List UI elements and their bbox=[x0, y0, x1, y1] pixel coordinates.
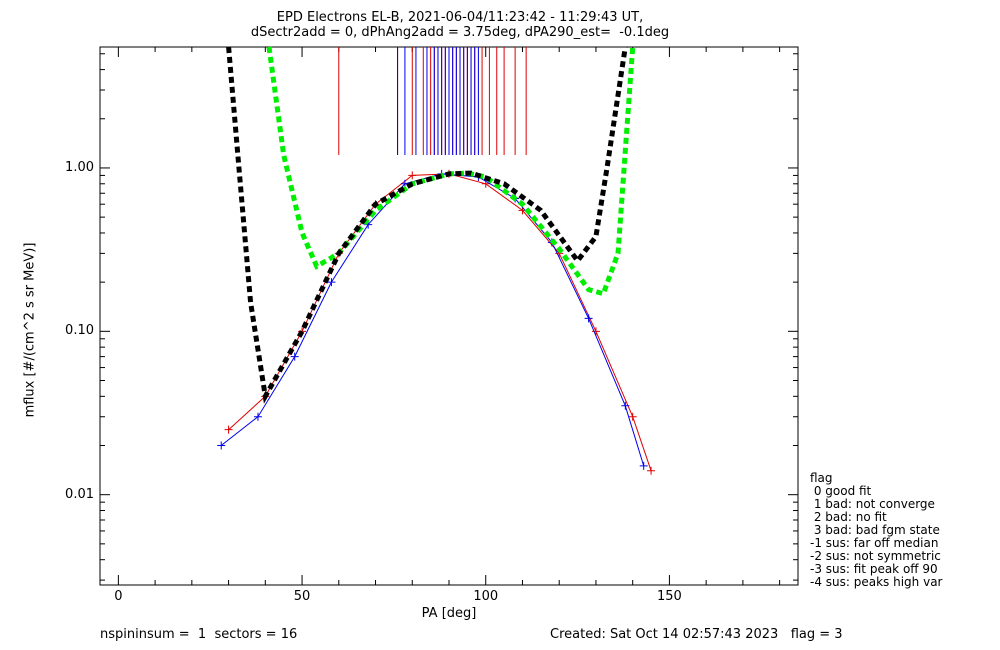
y-axis-label: mflux [#/(cm^2 s sr MeV)] bbox=[22, 242, 38, 418]
legend-entries: 0 good fit 1 bad: not converge 2 bad: no… bbox=[810, 485, 942, 589]
data-point-red bbox=[408, 171, 417, 180]
legend-entry: 1 bad: not converge bbox=[810, 497, 935, 511]
x-axis-label: PA [deg] bbox=[421, 606, 477, 621]
y-tick-label: 1.00 bbox=[65, 159, 94, 175]
data-point-red bbox=[224, 425, 233, 434]
x-tick-label: 0 bbox=[114, 589, 123, 604]
fit-curve-black bbox=[226, 46, 628, 404]
axis-ticks bbox=[100, 47, 798, 585]
footer-right-info: Created: Sat Oct 14 02:57:43 2023 flag =… bbox=[550, 627, 843, 642]
flux-line-blue bbox=[220, 173, 645, 467]
legend-entry: 3 bad: bad fgm state bbox=[810, 523, 940, 537]
flag-legend: flag 0 good fit 1 bad: not converge 2 ba… bbox=[810, 472, 942, 589]
legend-entry: 0 good fit bbox=[810, 484, 872, 498]
legend-entry: 2 bad: no fit bbox=[810, 510, 887, 524]
y-tick-label: 0.10 bbox=[65, 323, 94, 339]
data-point-blue bbox=[217, 441, 226, 450]
flux-line-red bbox=[228, 173, 652, 471]
data-point-blue bbox=[639, 461, 648, 470]
x-tick-label: 150 bbox=[656, 589, 682, 604]
data-point-blue bbox=[327, 278, 336, 287]
data-point-blue bbox=[290, 352, 299, 361]
legend-entry: -2 sus: not symmetric bbox=[810, 549, 941, 563]
chart-title-line-2: dSectr2add = 0, dPhAng2add = 3.75deg, dP… bbox=[250, 25, 670, 40]
footer-left-info: nspininsum = 1 sectors = 16 bbox=[100, 627, 298, 642]
x-tick-label: 100 bbox=[473, 589, 499, 604]
data-point-blue bbox=[253, 412, 262, 421]
data-point-red bbox=[591, 327, 600, 336]
data-point-red bbox=[647, 466, 656, 475]
data-point-red bbox=[628, 412, 637, 421]
peak-markers bbox=[338, 47, 527, 156]
legend-entry: -1 sus: far off median bbox=[810, 536, 939, 550]
legend-entry: -4 sus: peaks high var bbox=[810, 575, 943, 589]
x-tick-label: 50 bbox=[293, 589, 311, 604]
data-point-blue bbox=[621, 401, 630, 410]
legend-title: flag bbox=[810, 471, 833, 485]
y-tick-label: 0.01 bbox=[65, 486, 94, 502]
legend-entry: -3 sus: fit peak off 90 bbox=[810, 562, 938, 576]
chart-title-line-1: EPD Electrons EL-B, 2021-06-04/11:23:42 … bbox=[276, 10, 644, 25]
data-point-blue bbox=[584, 314, 593, 323]
data-series bbox=[217, 46, 656, 475]
